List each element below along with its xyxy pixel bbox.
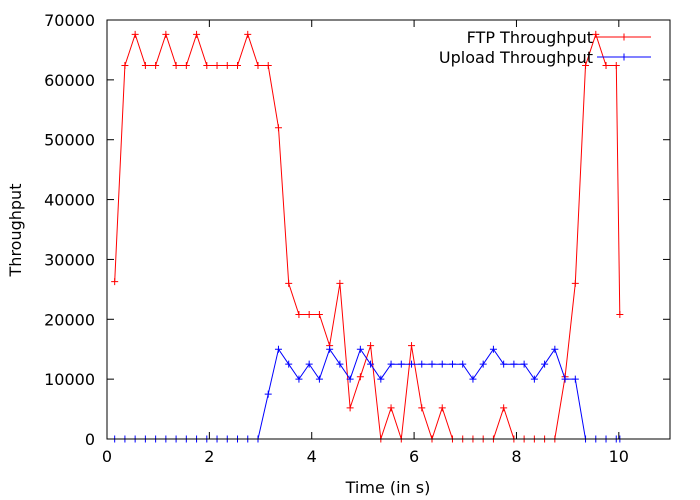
data-point-marker bbox=[530, 375, 538, 383]
data-point-marker bbox=[571, 279, 579, 287]
x-tick-label: 0 bbox=[102, 447, 112, 466]
plot-frame bbox=[106, 19, 671, 440]
data-point-marker bbox=[469, 375, 477, 383]
data-point-marker bbox=[121, 61, 129, 69]
data-point-marker bbox=[182, 61, 190, 69]
data-point-marker bbox=[541, 360, 549, 368]
y-tick-label: 70000 bbox=[44, 11, 95, 30]
data-point-marker bbox=[223, 61, 231, 69]
data-point-marker bbox=[408, 360, 416, 368]
legend-label: FTP Throughput bbox=[467, 28, 593, 47]
data-point-marker bbox=[510, 360, 518, 368]
data-point-marker bbox=[285, 360, 293, 368]
y-tick-label: 20000 bbox=[44, 310, 95, 329]
legend-label: Upload Throughput bbox=[439, 48, 593, 67]
data-point-marker bbox=[264, 61, 272, 69]
data-point-marker bbox=[459, 360, 467, 368]
data-point-marker bbox=[602, 61, 610, 69]
data-point-marker bbox=[356, 373, 364, 381]
data-point-marker bbox=[254, 61, 262, 69]
data-point-marker bbox=[582, 61, 590, 69]
data-point-marker bbox=[479, 360, 487, 368]
y-tick-label: 50000 bbox=[44, 131, 95, 150]
y-tick-label: 60000 bbox=[44, 71, 95, 90]
data-point-marker bbox=[305, 360, 313, 368]
data-point-marker bbox=[438, 360, 446, 368]
data-point-marker bbox=[571, 375, 579, 383]
y-tick-label: 30000 bbox=[44, 250, 95, 269]
data-point-marker bbox=[193, 30, 201, 38]
data-point-marker bbox=[387, 360, 395, 368]
series-ftp-throughput bbox=[111, 30, 624, 443]
data-point-marker bbox=[367, 360, 375, 368]
data-point-marker bbox=[448, 360, 456, 368]
series-line bbox=[114, 32, 621, 441]
data-point-marker bbox=[336, 279, 344, 287]
data-point-marker bbox=[387, 404, 395, 412]
data-point-marker bbox=[561, 375, 569, 383]
x-tick-label: 8 bbox=[511, 447, 521, 466]
data-point-marker bbox=[520, 360, 528, 368]
series-layer bbox=[111, 30, 624, 443]
data-point-marker bbox=[336, 360, 344, 368]
data-point-marker bbox=[274, 345, 282, 353]
data-point-marker bbox=[326, 345, 334, 353]
data-point-marker bbox=[244, 30, 252, 38]
data-point-marker bbox=[418, 404, 426, 412]
data-point-marker bbox=[397, 360, 405, 368]
legend-marker bbox=[620, 33, 628, 41]
legend-marker bbox=[620, 53, 628, 61]
data-point-marker bbox=[131, 30, 139, 38]
data-point-marker bbox=[152, 61, 160, 69]
data-point-marker bbox=[346, 375, 354, 383]
x-tick-label: 4 bbox=[307, 447, 317, 466]
data-point-marker bbox=[592, 30, 600, 38]
data-point-marker bbox=[274, 124, 282, 132]
y-tick-label: 10000 bbox=[44, 370, 95, 389]
data-point-marker bbox=[551, 345, 559, 353]
data-point-marker bbox=[346, 404, 354, 412]
data-point-marker bbox=[305, 310, 313, 318]
data-point-marker bbox=[377, 375, 385, 383]
data-point-marker bbox=[315, 310, 323, 318]
data-point-marker bbox=[234, 61, 242, 69]
x-tick-label: 10 bbox=[609, 447, 629, 466]
data-point-marker bbox=[141, 61, 149, 69]
data-point-marker bbox=[295, 375, 303, 383]
y-tick-label: 40000 bbox=[44, 191, 95, 210]
data-point-marker bbox=[172, 61, 180, 69]
data-point-marker bbox=[418, 360, 426, 368]
data-point-marker bbox=[111, 278, 119, 286]
data-point-marker bbox=[315, 375, 323, 383]
ticks-layer: 0 2 4 6 8 10 0 10000 20000 30000 40000 50000 60000 70… bbox=[44, 11, 670, 466]
data-point-marker bbox=[612, 61, 620, 69]
data-point-marker bbox=[489, 345, 497, 353]
data-point-marker bbox=[295, 310, 303, 318]
series-upload-throughput bbox=[111, 345, 624, 443]
data-point-marker bbox=[367, 342, 375, 350]
data-point-marker bbox=[500, 404, 508, 412]
y-tick-label: 0 bbox=[85, 430, 95, 449]
data-point-marker bbox=[500, 360, 508, 368]
data-point-marker bbox=[428, 360, 436, 368]
y-axis-title: Throughput bbox=[6, 184, 25, 278]
data-point-marker bbox=[356, 345, 364, 353]
data-point-marker bbox=[203, 61, 211, 69]
data-point-marker bbox=[408, 342, 416, 350]
data-point-marker bbox=[264, 390, 272, 398]
data-point-marker bbox=[162, 30, 170, 38]
series-line bbox=[114, 347, 620, 440]
x-tick-label: 6 bbox=[409, 447, 419, 466]
data-point-marker bbox=[616, 310, 624, 318]
x-axis-title: Time (in s) bbox=[345, 478, 431, 497]
x-tick-label: 2 bbox=[204, 447, 214, 466]
data-point-marker bbox=[285, 279, 293, 287]
data-point-marker bbox=[438, 404, 446, 412]
data-point-marker bbox=[213, 61, 221, 69]
